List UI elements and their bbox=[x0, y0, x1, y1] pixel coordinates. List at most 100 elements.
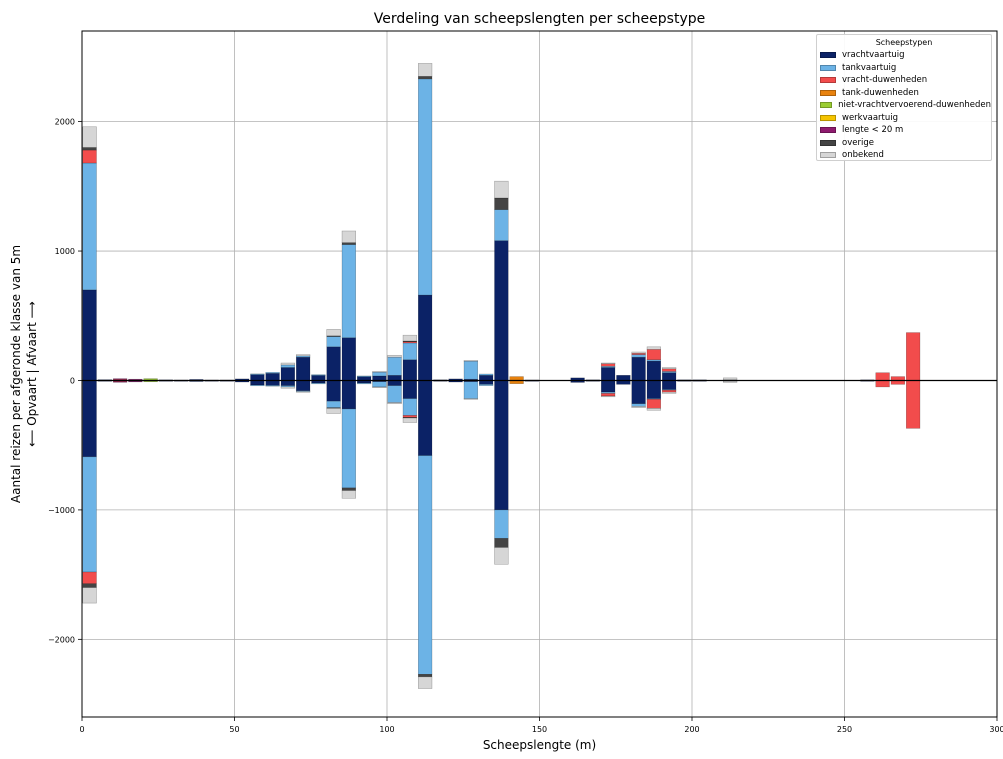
bar-onbekend-down bbox=[326, 408, 341, 414]
x-tick-label: 100 bbox=[379, 725, 394, 734]
bar-onbekend-up bbox=[601, 362, 616, 365]
bar-vracht-down bbox=[250, 380, 265, 386]
bar-vracht-down bbox=[402, 380, 417, 399]
legend-swatch bbox=[820, 127, 836, 134]
bar-vracht-up bbox=[631, 356, 646, 381]
bar-onbekend-up bbox=[341, 230, 356, 243]
bar-vracht-down bbox=[265, 380, 280, 386]
legend-swatch bbox=[820, 64, 836, 71]
bar-vracht-up bbox=[616, 375, 631, 381]
bar-tank-down bbox=[341, 408, 356, 489]
bar-onbekend-down bbox=[341, 490, 356, 499]
bar-tank-down bbox=[479, 384, 494, 386]
bar-onbekend-down bbox=[662, 391, 677, 394]
bar-tank-up bbox=[250, 373, 265, 375]
bar-tank-down bbox=[372, 381, 387, 388]
bar-onbekend-down bbox=[601, 395, 616, 398]
bar-overig-down bbox=[82, 583, 97, 588]
bar-onbekend-up bbox=[82, 126, 97, 148]
legend-item-vduw: vracht-duwenheden bbox=[817, 74, 991, 87]
bar-vracht-up bbox=[479, 375, 494, 381]
bar-overig-down bbox=[418, 674, 433, 678]
bar-tank-up bbox=[280, 364, 295, 368]
bar-overig-up bbox=[341, 242, 356, 245]
bar-vduw-down bbox=[601, 393, 616, 397]
legend-title: Scheepstypen bbox=[875, 38, 933, 47]
legend-label: onbekend bbox=[842, 150, 884, 161]
bar-tank-up bbox=[494, 209, 509, 241]
bar-onbekend-up bbox=[463, 360, 478, 362]
legend-swatch bbox=[820, 152, 836, 159]
legend-swatch bbox=[820, 102, 833, 109]
bars-layer bbox=[82, 63, 921, 689]
bar-vracht-down bbox=[662, 380, 677, 390]
bar-vracht-down bbox=[82, 380, 97, 458]
y-axis-label-line1: Aantal reizen per afgeronde klasse van 5… bbox=[9, 245, 23, 503]
bar-tank-down bbox=[357, 382, 372, 385]
legend-item-nvduw: niet-vrachtvervoerend-duwenheden bbox=[817, 99, 991, 112]
legend-label: lengte < 20 m bbox=[842, 125, 904, 136]
bar-tank-down bbox=[387, 385, 402, 403]
y-tick-label: 2000 bbox=[55, 118, 75, 127]
bar-vracht-up bbox=[265, 373, 280, 381]
bar-tank-down bbox=[82, 456, 97, 573]
bar-vduw-down bbox=[906, 380, 921, 429]
bar-vracht-down bbox=[601, 380, 616, 393]
y-tick-label: 0 bbox=[70, 376, 75, 385]
bar-overig-down bbox=[341, 487, 356, 491]
bar-vracht-up bbox=[601, 367, 616, 381]
bar-vracht-down bbox=[296, 380, 311, 392]
bar-tank-up bbox=[357, 375, 372, 377]
bar-vduw-up bbox=[875, 372, 890, 381]
bar-onbekend-up bbox=[494, 180, 509, 199]
bar-onbekend-up bbox=[418, 63, 433, 77]
bar-vracht-down bbox=[418, 380, 433, 456]
bar-tank-down bbox=[311, 382, 326, 385]
bar-tank-up bbox=[372, 371, 387, 377]
legend-rows: vrachtvaartuig tankvaartuig vracht-duwenhe… bbox=[817, 49, 991, 162]
y-tick-label: −2000 bbox=[48, 635, 75, 644]
bar-tank-up bbox=[402, 342, 417, 361]
bar-tank-down bbox=[418, 455, 433, 675]
bar-tank-up bbox=[341, 244, 356, 339]
bar-vracht-up bbox=[646, 360, 661, 381]
legend-swatch bbox=[820, 139, 836, 146]
x-tick-label: 250 bbox=[837, 725, 852, 734]
bar-vracht-up bbox=[341, 337, 356, 381]
bar-tank-up bbox=[631, 354, 646, 358]
bar-tank-down bbox=[250, 384, 265, 387]
bar-klein-up bbox=[113, 378, 128, 380]
bar-vracht-down bbox=[341, 380, 356, 410]
bar-vracht-down bbox=[326, 380, 341, 402]
bar-tank-up bbox=[82, 162, 97, 291]
bar-onbekend-down bbox=[280, 386, 295, 389]
bar-klein-down bbox=[113, 381, 128, 383]
bar-onbekend-up bbox=[662, 367, 677, 370]
bar-vracht-up bbox=[250, 374, 265, 381]
legend-item-overig: overige bbox=[817, 137, 991, 150]
legend-swatch bbox=[820, 77, 836, 84]
bar-vduw-up bbox=[906, 332, 921, 381]
bar-onbekend-up bbox=[631, 351, 646, 354]
bar-onbekend-down bbox=[494, 547, 509, 565]
bar-vracht-down bbox=[280, 380, 295, 386]
legend-swatch bbox=[820, 52, 836, 59]
bar-vduw-up bbox=[82, 149, 97, 164]
x-axis-label: Scheepslengte (m) bbox=[483, 738, 596, 752]
bar-vduw-down bbox=[875, 380, 890, 388]
bar-vracht-up bbox=[311, 375, 326, 381]
ticks-layer: 0 50 100 150 200 250 300 −2000 −1000 0 1000 2000 bbox=[48, 118, 1003, 734]
bar-tank-up bbox=[418, 78, 433, 296]
bar-vduw-down bbox=[646, 398, 661, 409]
bar-onbekend-down bbox=[402, 417, 417, 423]
legend-label: niet-vrachtvervoerend-duwenheden bbox=[838, 100, 991, 111]
bar-vracht-down bbox=[646, 380, 661, 399]
bar-vracht-up bbox=[418, 294, 433, 381]
bar-nvduw-up bbox=[143, 378, 158, 381]
x-tick-label: 150 bbox=[532, 725, 547, 734]
bar-overig-down bbox=[494, 538, 509, 548]
bar-tank-down bbox=[463, 381, 478, 399]
y-tick-label: 1000 bbox=[55, 247, 75, 256]
bar-vduw-down bbox=[662, 389, 677, 393]
